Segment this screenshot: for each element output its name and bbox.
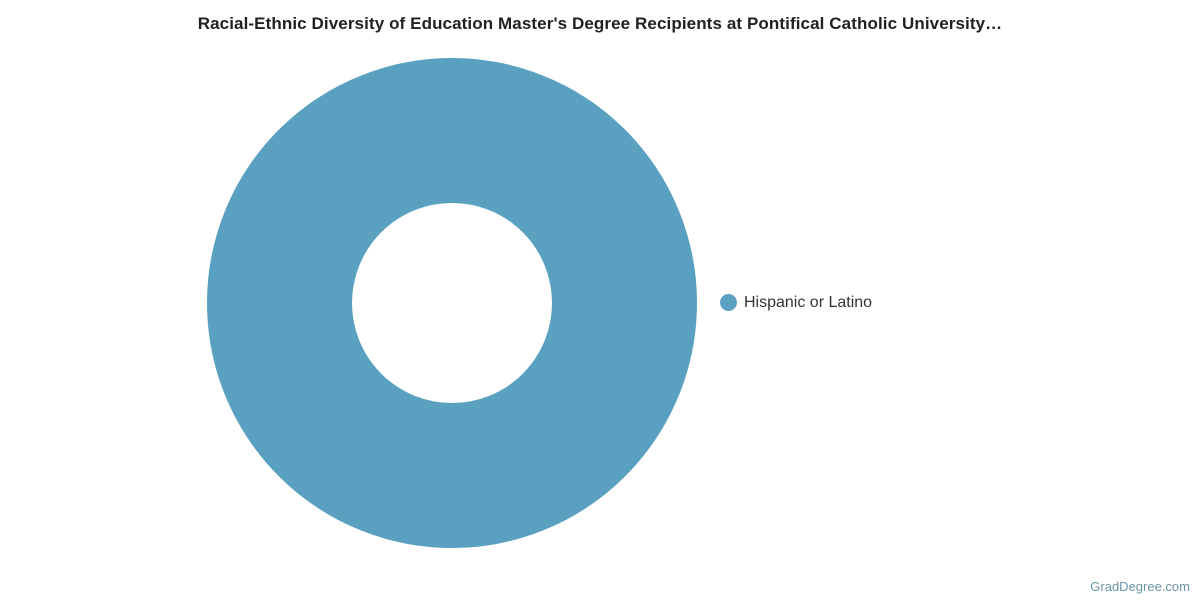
chart-title: Racial-Ethnic Diversity of Education Mas…: [197, 14, 1003, 33]
pie-slice-hispanic-or-latino[interactable]: [207, 58, 697, 548]
watermark-link[interactable]: GradDegree.com: [1090, 579, 1190, 594]
legend-item-hispanic-or-latino[interactable]: Hispanic or Latino: [720, 294, 872, 311]
legend: Hispanic or Latino: [720, 294, 872, 311]
legend-marker-icon: [720, 294, 737, 311]
legend-label: Hispanic or Latino: [744, 294, 873, 311]
legend-marker-dot: [720, 294, 737, 311]
donut-chart: [207, 58, 697, 548]
